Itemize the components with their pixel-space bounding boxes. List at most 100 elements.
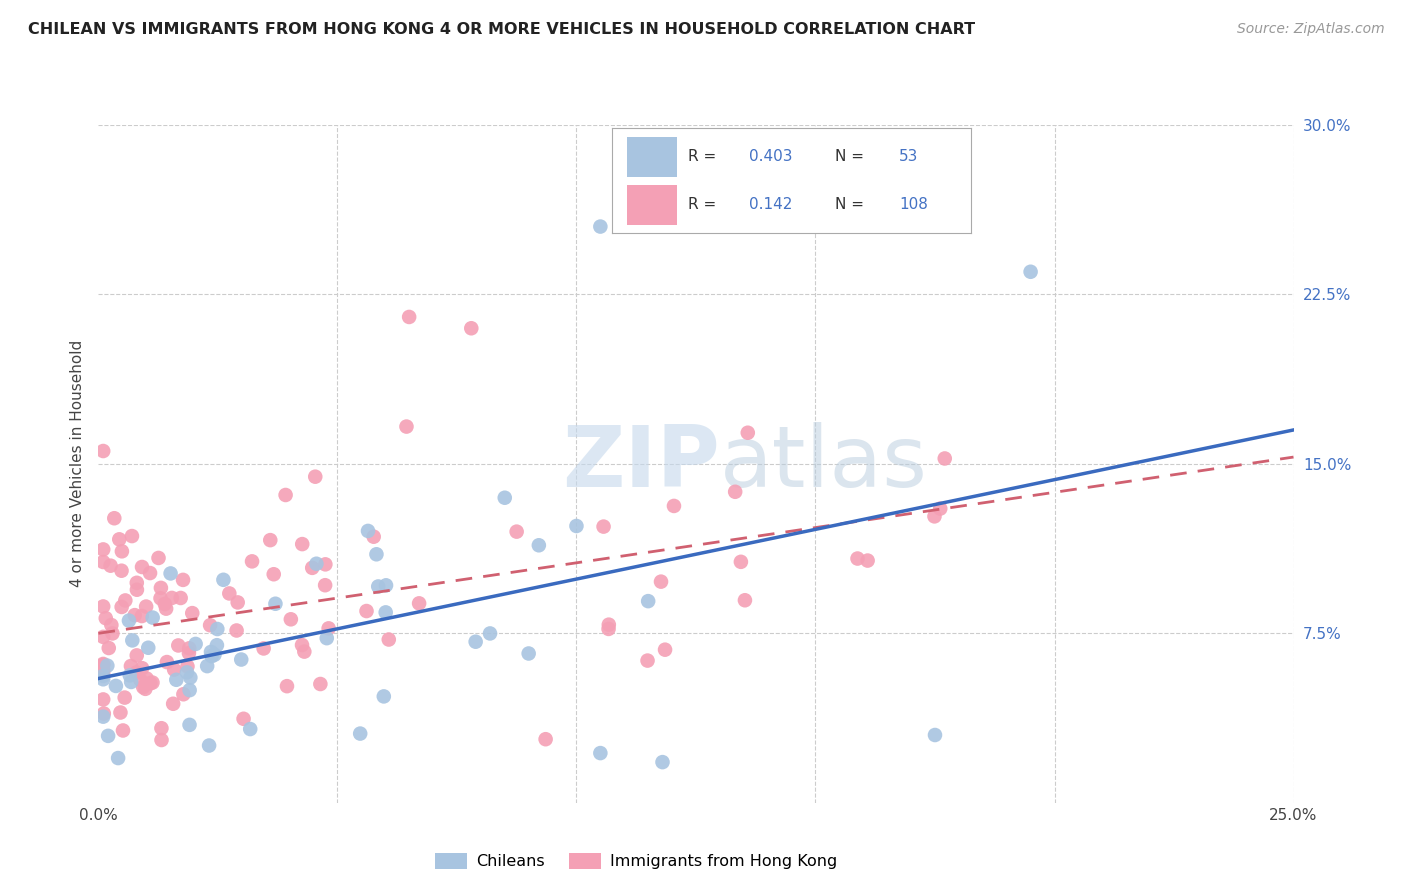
Point (91, 657, 114, 672)
Point (651, 755, 673, 769)
Point (91, 657, 114, 671)
Point (408, 596, 430, 610)
Point (589, 219, 612, 234)
Point (204, 648, 226, 662)
Point (924, 509, 946, 524)
Point (276, 679, 298, 693)
Point (309, 677, 332, 691)
Point (167, 639, 190, 653)
Point (734, 593, 756, 607)
Point (239, 722, 262, 736)
Point (280, 612, 302, 626)
Point (108, 533, 131, 547)
Point (179, 718, 201, 732)
Point (135, 672, 157, 686)
Point (150, 721, 173, 735)
Y-axis label: 4 or more Vehicles in Household: 4 or more Vehicles in Household (70, 340, 86, 588)
Text: Source: ZipAtlas.com: Source: ZipAtlas.com (1237, 22, 1385, 37)
Point (110, 564, 132, 578)
Point (177, 646, 200, 660)
Point (125, 575, 148, 590)
Text: CHILEAN VS IMMIGRANTS FROM HONG KONG 4 OR MORE VEHICLES IN HOUSEHOLD CORRELATION: CHILEAN VS IMMIGRANTS FROM HONG KONG 4 O… (28, 22, 976, 37)
Point (534, 732, 557, 747)
Point (291, 537, 314, 551)
Point (318, 621, 340, 635)
Point (139, 676, 162, 690)
Point (150, 733, 173, 747)
Point (494, 491, 516, 505)
Point (120, 675, 142, 690)
Point (479, 626, 502, 640)
Point (97, 640, 120, 655)
Point (565, 519, 588, 533)
Point (366, 547, 388, 561)
Point (730, 555, 752, 569)
Point (274, 488, 297, 502)
Point (100, 618, 122, 632)
Point (598, 617, 620, 632)
Point (367, 579, 389, 593)
Point (155, 601, 177, 615)
Point (184, 637, 207, 651)
Point (104, 679, 127, 693)
Point (460, 321, 482, 335)
Point (207, 622, 229, 636)
Point (934, 451, 956, 466)
Point (131, 560, 153, 574)
Point (91, 673, 114, 687)
Point (141, 675, 163, 690)
Text: atlas: atlas (720, 422, 928, 506)
Point (139, 566, 162, 580)
Point (91, 630, 114, 644)
Point (179, 683, 201, 698)
Point (589, 746, 612, 760)
Point (136, 640, 159, 655)
Point (176, 659, 198, 673)
Point (240, 554, 263, 568)
Point (179, 641, 201, 656)
Point (91, 444, 114, 458)
Point (709, 152, 731, 166)
Point (91, 709, 114, 723)
Point (91, 542, 114, 557)
Point (93, 706, 115, 721)
Point (226, 595, 249, 609)
Point (517, 647, 540, 661)
Point (107, 751, 129, 765)
Point (125, 582, 148, 597)
Point (598, 622, 620, 636)
Text: ZIP: ZIP (562, 422, 720, 506)
Point (356, 604, 378, 618)
Point (129, 673, 152, 687)
Point (179, 671, 201, 685)
Point (160, 591, 183, 605)
Point (198, 739, 221, 753)
Point (856, 553, 879, 567)
Point (662, 499, 685, 513)
Point (378, 632, 401, 647)
Point (375, 578, 398, 592)
Point (120, 659, 142, 673)
Point (373, 690, 395, 704)
Point (172, 687, 194, 701)
Point (201, 649, 224, 664)
Point (91, 663, 114, 677)
Point (111, 723, 134, 738)
Point (100, 558, 122, 573)
Point (259, 533, 281, 548)
Point (135, 599, 157, 614)
Point (111, 599, 134, 614)
Point (94, 611, 117, 625)
Point (395, 419, 418, 434)
Point (592, 519, 614, 533)
Point (131, 661, 153, 675)
Point (924, 728, 946, 742)
Point (134, 681, 156, 696)
Point (398, 310, 420, 324)
Point (263, 567, 285, 582)
Point (148, 551, 170, 566)
Point (357, 524, 380, 538)
Point (253, 641, 276, 656)
Point (637, 594, 659, 608)
Point (125, 665, 148, 680)
